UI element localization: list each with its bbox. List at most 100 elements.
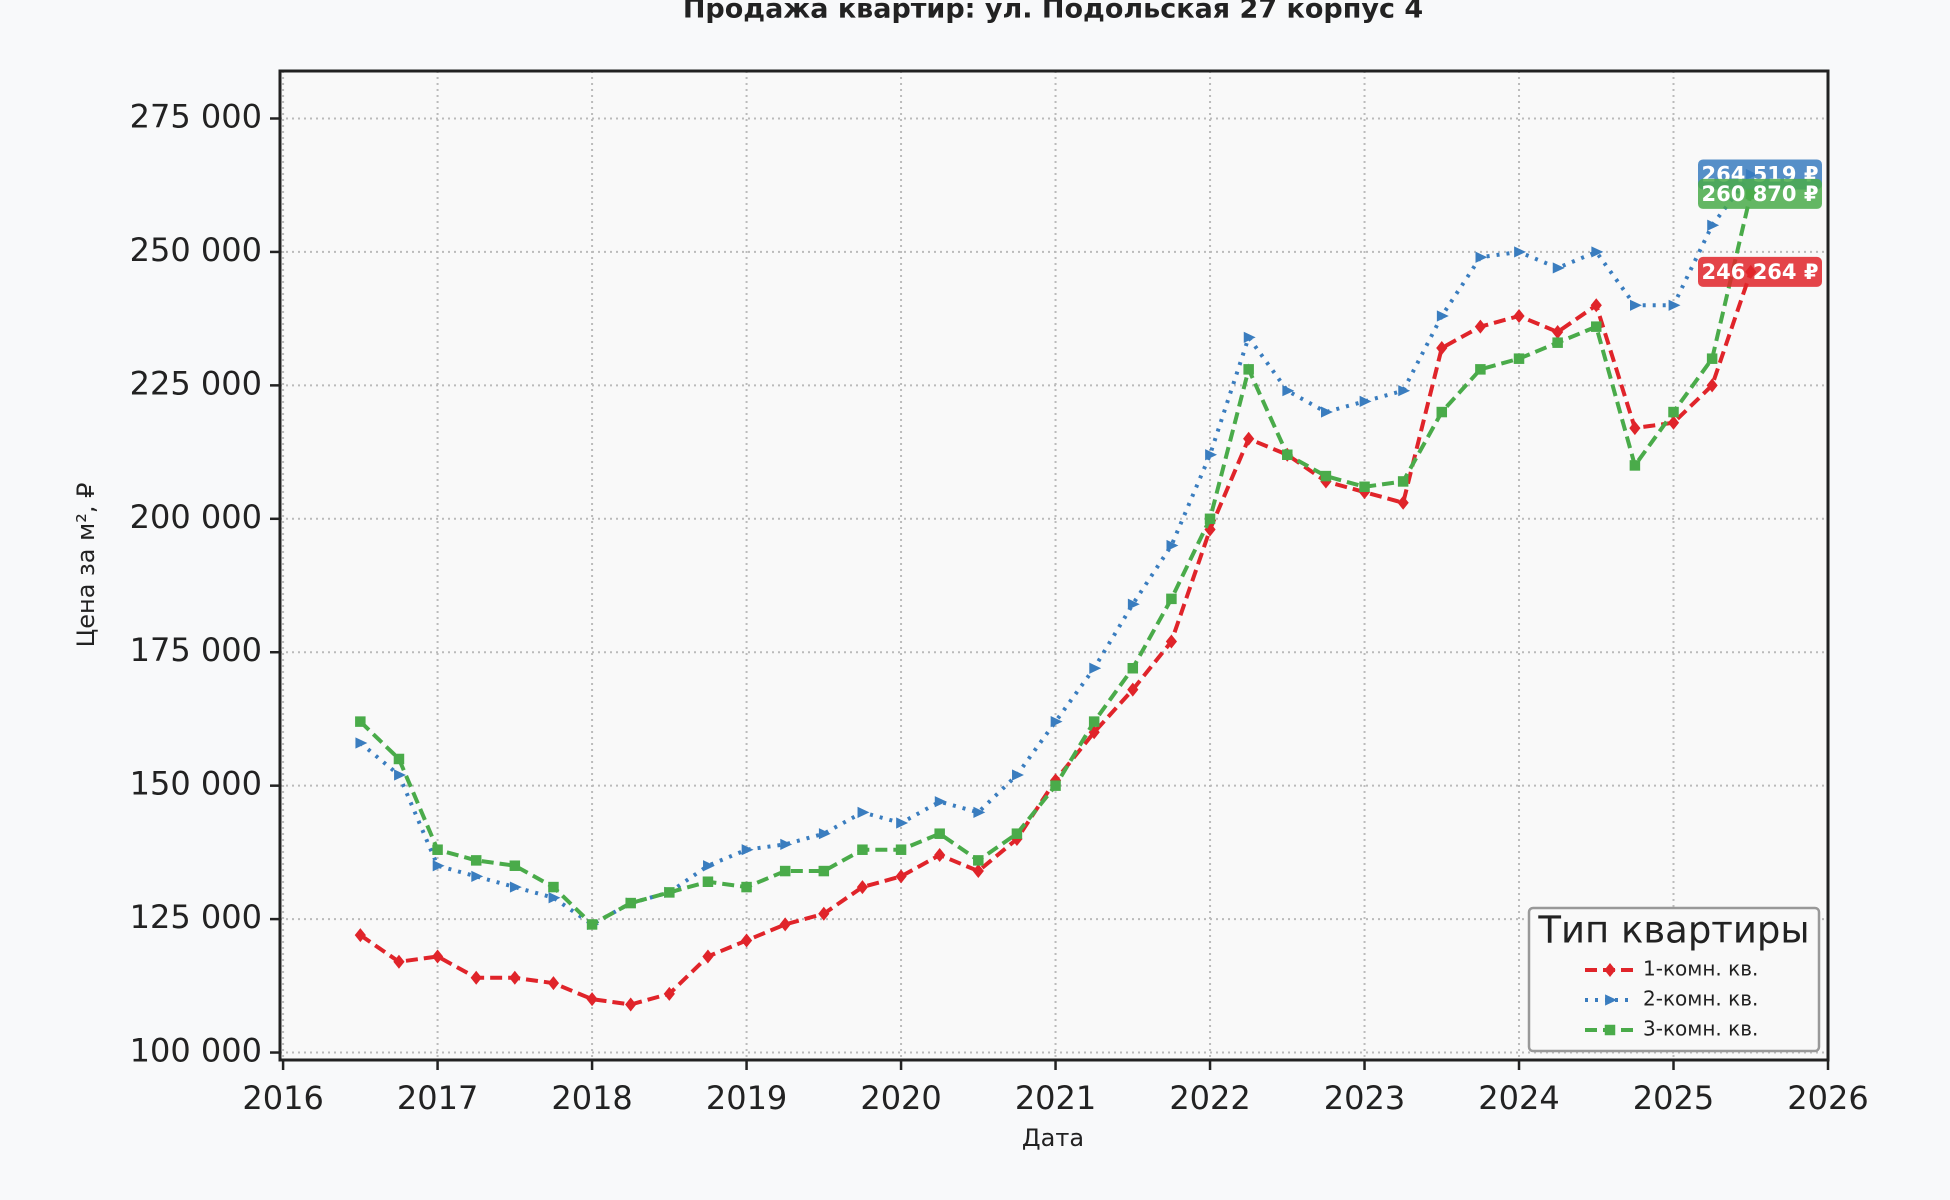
marker bbox=[548, 881, 559, 893]
x-tick-label: 2026 bbox=[1787, 1079, 1868, 1117]
marker bbox=[818, 865, 830, 877]
marker bbox=[1050, 780, 1061, 791]
marker bbox=[664, 887, 675, 898]
marker bbox=[1513, 308, 1525, 323]
marker bbox=[431, 949, 444, 964]
marker bbox=[857, 844, 868, 855]
legend-box bbox=[1527, 906, 1821, 1053]
marker bbox=[1282, 385, 1295, 397]
marker bbox=[1591, 321, 1602, 332]
marker bbox=[471, 870, 484, 882]
marker bbox=[1591, 246, 1604, 258]
marker bbox=[1088, 716, 1100, 727]
marker bbox=[1707, 219, 1720, 231]
marker bbox=[740, 933, 753, 948]
marker bbox=[355, 716, 366, 727]
marker bbox=[1012, 769, 1024, 781]
marker bbox=[1436, 310, 1449, 322]
marker bbox=[663, 986, 675, 1001]
marker bbox=[1552, 337, 1563, 348]
marker bbox=[895, 869, 907, 884]
marker bbox=[354, 928, 366, 943]
marker bbox=[509, 970, 521, 985]
marker bbox=[393, 954, 405, 969]
marker bbox=[703, 860, 715, 872]
marker bbox=[393, 753, 405, 765]
marker bbox=[1667, 415, 1680, 430]
marker bbox=[856, 880, 869, 895]
marker bbox=[470, 970, 482, 985]
marker bbox=[625, 897, 636, 909]
y-tick-label: 200 000 bbox=[130, 498, 262, 536]
marker bbox=[1011, 828, 1023, 839]
y-tick-label: 150 000 bbox=[130, 765, 262, 803]
y-tick-label: 100 000 bbox=[130, 1032, 262, 1070]
marker bbox=[702, 876, 714, 887]
marker bbox=[625, 997, 637, 1012]
legend-label: 1-комн. кв. bbox=[1643, 957, 1758, 981]
marker bbox=[509, 881, 522, 893]
marker bbox=[1127, 598, 1140, 610]
marker bbox=[432, 860, 445, 872]
marker bbox=[780, 838, 793, 850]
marker bbox=[586, 992, 598, 1007]
marker bbox=[1166, 593, 1177, 605]
marker bbox=[895, 844, 907, 855]
end-label-box bbox=[1698, 256, 1822, 287]
legend-label: 3-комн. кв. bbox=[1643, 1017, 1758, 1041]
marker bbox=[509, 860, 521, 871]
marker bbox=[1629, 299, 1642, 311]
x-tick-label: 2016 bbox=[242, 1079, 323, 1117]
marker bbox=[1436, 341, 1448, 356]
x-tick-label: 2025 bbox=[1633, 1079, 1714, 1117]
chart-title: Продажа квартир: ул. Подольская 27 корпу… bbox=[683, 0, 1423, 25]
marker bbox=[1243, 364, 1254, 375]
marker bbox=[1050, 716, 1063, 728]
y-tick-label: 225 000 bbox=[130, 364, 262, 402]
marker bbox=[1282, 449, 1293, 461]
marker bbox=[818, 906, 830, 921]
marker bbox=[1204, 513, 1216, 525]
marker bbox=[1605, 994, 1617, 1006]
marker bbox=[1513, 353, 1525, 364]
end-label: 260 870 ₽ bbox=[1702, 182, 1819, 206]
marker bbox=[1590, 298, 1602, 313]
marker bbox=[1127, 682, 1139, 697]
legend-label: 2-комн. кв. bbox=[1643, 987, 1758, 1011]
marker bbox=[1359, 395, 1372, 407]
marker bbox=[934, 848, 946, 863]
plot-area bbox=[280, 71, 1828, 1060]
marker bbox=[896, 817, 909, 829]
marker bbox=[1475, 364, 1486, 375]
legend-title: Тип квартиры bbox=[1537, 909, 1809, 952]
marker bbox=[1205, 449, 1218, 461]
y-tick-label: 275 000 bbox=[130, 98, 262, 136]
y-tick-label: 175 000 bbox=[130, 631, 262, 669]
marker bbox=[702, 949, 714, 964]
y-axis-label: Цена за м², ₽ bbox=[72, 483, 100, 648]
marker bbox=[972, 864, 984, 879]
marker bbox=[1359, 481, 1370, 493]
plot-frame bbox=[278, 69, 1830, 1062]
marker bbox=[1397, 495, 1409, 510]
x-tick-label: 2023 bbox=[1324, 1079, 1405, 1117]
marker bbox=[741, 881, 752, 893]
marker bbox=[934, 828, 945, 839]
marker bbox=[1321, 406, 1333, 418]
marker bbox=[1552, 324, 1564, 339]
marker bbox=[1166, 539, 1179, 552]
x-tick-label: 2020 bbox=[860, 1079, 941, 1117]
marker bbox=[779, 917, 791, 932]
marker bbox=[1706, 353, 1718, 364]
marker bbox=[1320, 470, 1332, 482]
marker bbox=[1475, 251, 1488, 263]
marker bbox=[1604, 1024, 1616, 1036]
marker bbox=[470, 855, 482, 866]
marker bbox=[1436, 406, 1448, 418]
y-tick-label: 250 000 bbox=[130, 231, 262, 269]
marker bbox=[857, 806, 870, 818]
marker bbox=[779, 865, 791, 877]
x-tick-label: 2022 bbox=[1169, 1079, 1250, 1117]
marker bbox=[1127, 662, 1139, 674]
